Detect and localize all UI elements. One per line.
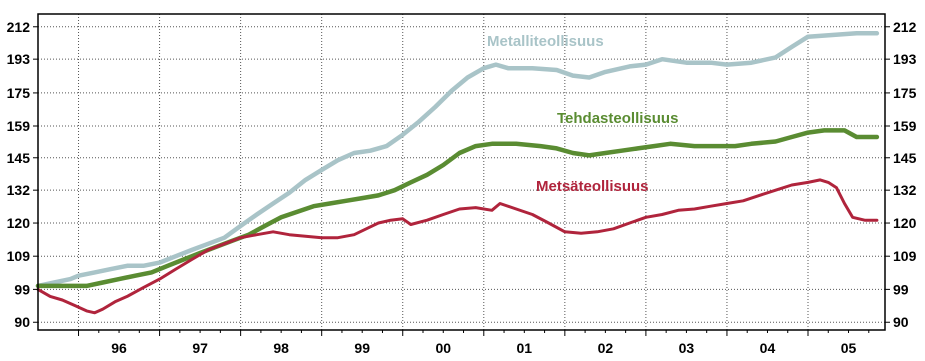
x-tick-label: 97 [192, 340, 208, 356]
plot-frame [37, 13, 886, 331]
y-tick-label-right: 90 [893, 314, 909, 330]
series-lines [35, 31, 880, 315]
x-tick-label: 99 [354, 340, 370, 356]
y-tick-label-right: 120 [893, 215, 917, 231]
y-axis-right: 90 99 109 120 132 145 159 175 193 212 [885, 19, 917, 330]
series-line-metalliteollisuus [35, 31, 880, 289]
x-tick-label: 00 [435, 340, 451, 356]
y-tick-label-right: 159 [893, 118, 917, 134]
series-line-tehdasteollisuus [35, 128, 880, 289]
y-tick-label-right: 109 [893, 248, 917, 264]
y-axis-left: 90 99 109 120 132 145 159 175 193 212 [7, 19, 38, 330]
y-tick-label-left: 99 [14, 281, 30, 297]
y-tick-label-left: 90 [14, 314, 30, 330]
x-tick-label: 96 [111, 340, 127, 356]
series-label-tehdasteollisuus: Tehdasteollisuus [557, 110, 678, 127]
y-tick-label-right: 175 [893, 85, 917, 101]
x-axis: 96 97 98 99 00 01 02 03 04 05 [78, 330, 870, 356]
y-tick-label-left: 175 [7, 85, 31, 101]
y-tick-label-right: 99 [893, 281, 909, 297]
x-tick-label: 03 [679, 340, 695, 356]
y-tick-label-right: 193 [893, 51, 917, 67]
y-tick-label-left: 212 [7, 19, 31, 35]
x-tick-label: 04 [760, 340, 776, 356]
series-label-metsateollisuus: Metsäteollisuus [536, 178, 649, 195]
y-tick-label-right: 212 [893, 19, 917, 35]
x-tick-label: 98 [273, 340, 289, 356]
series-line-metsateollisuus [36, 178, 879, 315]
y-tick-label-left: 193 [7, 51, 31, 67]
y-tick-label-right: 145 [893, 150, 917, 166]
x-tick-label: 02 [598, 340, 614, 356]
series-label-metalliteollisuus: Metalliteollisuus [487, 33, 604, 50]
x-tick-label: 05 [841, 340, 857, 356]
y-tick-label-left: 109 [7, 248, 31, 264]
y-tick-label-left: 120 [7, 215, 31, 231]
y-tick-label-right: 132 [893, 182, 917, 198]
x-tick-label: 01 [517, 340, 533, 356]
y-tick-label-left: 145 [7, 150, 31, 166]
y-tick-label-left: 159 [7, 118, 31, 134]
y-tick-label-left: 132 [7, 182, 31, 198]
